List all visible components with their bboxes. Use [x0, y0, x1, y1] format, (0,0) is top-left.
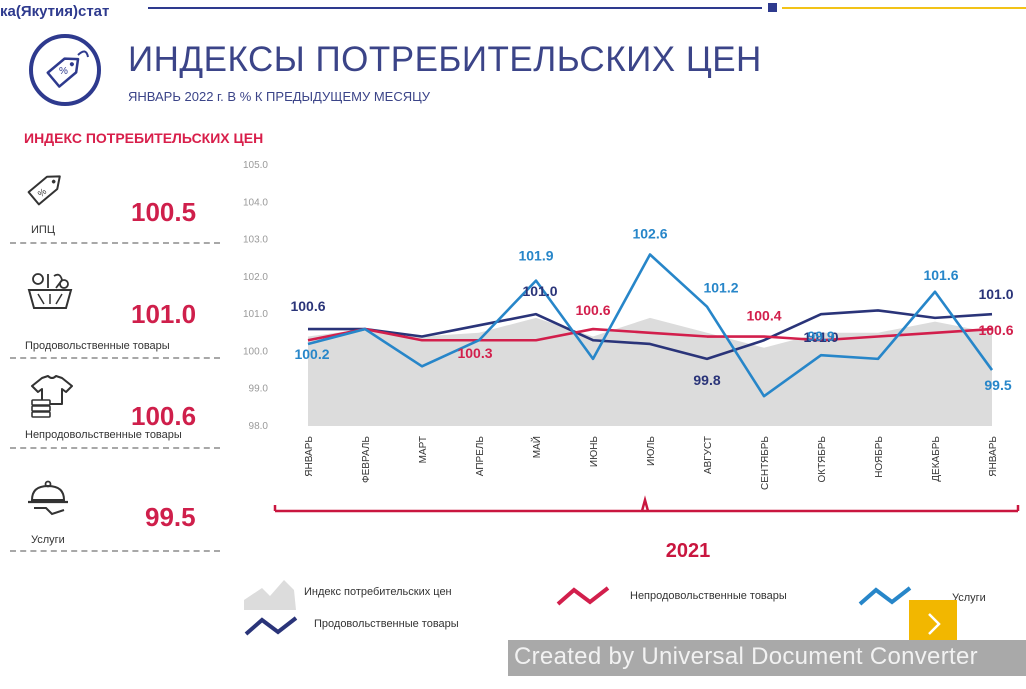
kpi-value-cpi: 100.5	[131, 197, 197, 227]
header-divider-marker	[768, 3, 777, 12]
data-label: 99.8	[693, 372, 720, 388]
x-tick-label: ИЮНЬ	[589, 436, 600, 468]
x-tick-label: АВГУСТ	[703, 436, 714, 474]
x-tick-label: МАЙ	[530, 436, 543, 458]
kpi-value-nonfood: 100.6	[131, 401, 197, 431]
header-divider-yellow	[782, 7, 1026, 9]
legend-marker-cpi	[244, 580, 296, 610]
kpi-label-nonfood: Непродовольственные товары	[25, 429, 182, 441]
legend-marker-services	[858, 586, 912, 606]
x-tick-label: ЯНВАРЬ	[988, 436, 999, 477]
data-label: 100.2	[294, 346, 329, 362]
x-tick-label: ЯНВАРЬ	[304, 436, 315, 477]
legend-marker-food	[244, 616, 298, 636]
y-tick-label: 105.0	[243, 160, 268, 171]
x-tick-label: СЕНТЯБРЬ	[760, 436, 771, 490]
x-tick-label: ОКТЯБРЬ	[817, 436, 828, 483]
organization-name: ка(Якутия)стат	[0, 3, 110, 20]
grocery-basket-icon	[27, 273, 73, 309]
kpi-divider	[10, 550, 220, 552]
series-line-services	[307, 253, 994, 398]
data-label: 100.3	[457, 345, 492, 361]
data-label: 100.4	[746, 308, 781, 324]
legend-label-food: Продовольственные товары	[314, 618, 459, 630]
series-line-nonfood	[307, 327, 993, 342]
cpi-line-chart: 98.0 99.0 100.0 101.0 102.0 103.0 104.0 105.0 Я…	[243, 160, 1020, 562]
kpi-value-services: 99.5	[145, 502, 196, 532]
sidebar-title: ИНДЕКС ПОТРЕБИТЕЛЬСКИХ ЦЕН	[24, 130, 264, 146]
kpi-divider	[10, 357, 220, 359]
data-label: 100.6	[290, 298, 325, 314]
header-divider-blue	[148, 7, 762, 9]
data-label: 100.6	[978, 322, 1013, 338]
data-label: 101.0	[978, 286, 1013, 302]
kpi-label-cpi: ИПЦ	[31, 224, 55, 236]
kpi-label-food: Продовольственные товары	[25, 340, 170, 352]
x-tick-label: ДЕКАБРЬ	[931, 436, 942, 482]
y-tick-label: 100.0	[243, 346, 268, 357]
x-tick-label: ФЕВРАЛЬ	[361, 436, 372, 483]
kpi-divider	[10, 242, 220, 244]
watermark-text: Created by Universal Document Converter	[514, 643, 978, 670]
service-cloche-icon	[28, 480, 68, 516]
legend-label-nonfood: Непродовольственные товары	[630, 590, 787, 602]
data-label: 99.5	[984, 377, 1011, 393]
data-label: 99.9	[807, 328, 834, 344]
y-tick-label: 101.0	[243, 309, 268, 320]
data-label: 101.2	[703, 280, 738, 296]
year-label: 2021	[666, 540, 711, 562]
x-tick-label: ИЮЛЬ	[646, 436, 657, 466]
price-tag-percent-icon: %	[29, 34, 101, 106]
data-label: 101.0	[522, 283, 557, 299]
y-tick-label: 102.0	[243, 272, 268, 283]
kpi-label-services: Услуги	[31, 534, 65, 546]
kpi-value-food: 101.0	[131, 299, 197, 329]
page-title: ИНДЕКСЫ ПОТРЕБИТЕЛЬСКИХ ЦЕН	[128, 40, 762, 79]
data-label: 102.6	[632, 225, 667, 241]
price-tag-icon: %	[27, 175, 61, 206]
series-area-cpi	[308, 317, 992, 426]
x-tick-label: МАРТ	[418, 436, 429, 463]
watermark-background	[508, 640, 1026, 676]
legend-label-services: Услуги	[952, 592, 986, 604]
data-label: 101.6	[923, 267, 958, 283]
x-tick-label: НОЯБРЬ	[874, 436, 885, 478]
page-subtitle: ЯНВАРЬ 2022 г. В % К ПРЕДЫДУЩЕМУ МЕСЯЦУ	[128, 89, 430, 104]
series-line-food	[308, 309, 993, 361]
kpi-divider	[10, 447, 220, 449]
y-tick-label: 104.0	[243, 197, 268, 208]
data-label: 101.9	[518, 248, 553, 264]
data-label: 101.0	[803, 329, 838, 345]
y-tick-label: 99.0	[249, 384, 269, 395]
x-tick-label: АПРЕЛЬ	[475, 436, 486, 477]
y-tick-label: 98.0	[249, 421, 269, 432]
data-label: 100.6	[575, 302, 610, 318]
year-bracket	[273, 495, 1020, 513]
logo-percent: %	[59, 66, 68, 77]
legend-label-cpi: Индекс потребительских цен	[304, 586, 452, 598]
clothes-icon	[31, 375, 73, 418]
legend-marker-nonfood	[556, 586, 610, 606]
y-tick-label: 103.0	[243, 235, 268, 246]
chevron-right-icon	[928, 613, 941, 635]
